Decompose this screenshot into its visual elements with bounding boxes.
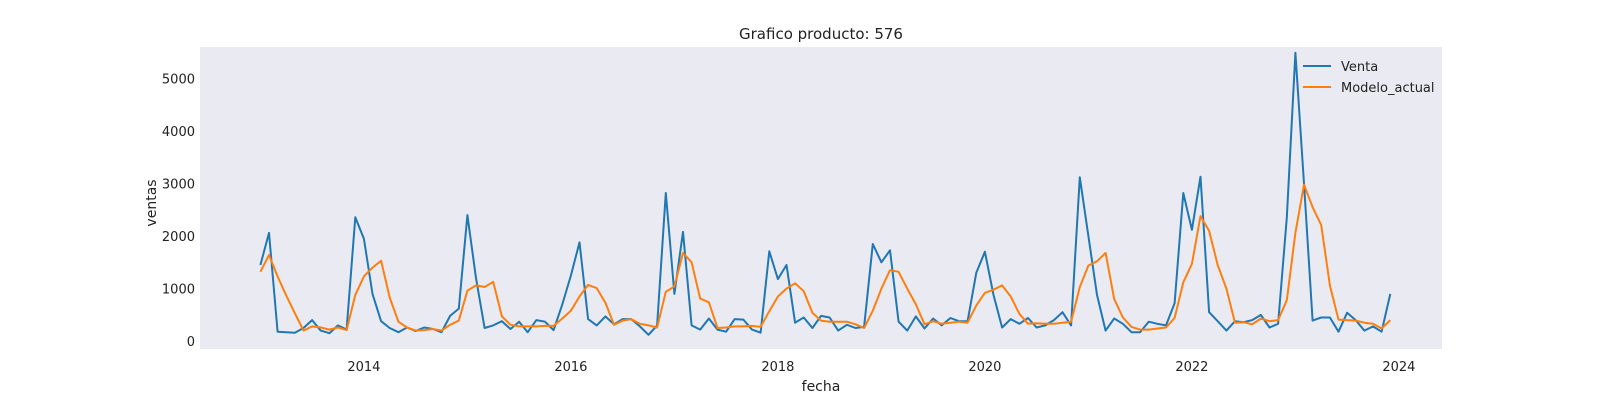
x-tick-label: 2020 xyxy=(968,360,1001,375)
chart-title: Grafico producto: 576 xyxy=(739,25,903,43)
x-tick-label: 2014 xyxy=(347,360,380,375)
plot-area xyxy=(200,47,1442,349)
y-tick-label: 0 xyxy=(187,335,195,350)
legend-label: Modelo_actual xyxy=(1341,81,1435,96)
x-tick-label: 2018 xyxy=(761,360,794,375)
y-axis-ticks: 0 1000 2000 3000 4000 5000 xyxy=(162,73,195,351)
y-axis-label: ventas xyxy=(144,179,160,226)
legend: Venta Modelo_actual xyxy=(1303,60,1435,96)
y-tick-label: 1000 xyxy=(162,283,195,298)
x-tick-label: 2024 xyxy=(1382,360,1415,375)
legend-label: Venta xyxy=(1341,60,1378,75)
y-tick-label: 2000 xyxy=(162,230,195,245)
y-tick-label: 5000 xyxy=(162,73,195,88)
x-tick-label: 2022 xyxy=(1175,360,1208,375)
series-line-modelo-actual xyxy=(259,183,1391,332)
series-layer xyxy=(259,51,1392,336)
y-tick-label: 3000 xyxy=(162,178,195,193)
x-axis-ticks: 2014 2016 2018 2020 2022 2024 xyxy=(347,360,1415,375)
series-line-venta xyxy=(259,51,1392,336)
x-axis-label: fecha xyxy=(802,379,841,395)
x-tick-label: 2016 xyxy=(554,360,587,375)
y-tick-label: 4000 xyxy=(162,125,195,140)
